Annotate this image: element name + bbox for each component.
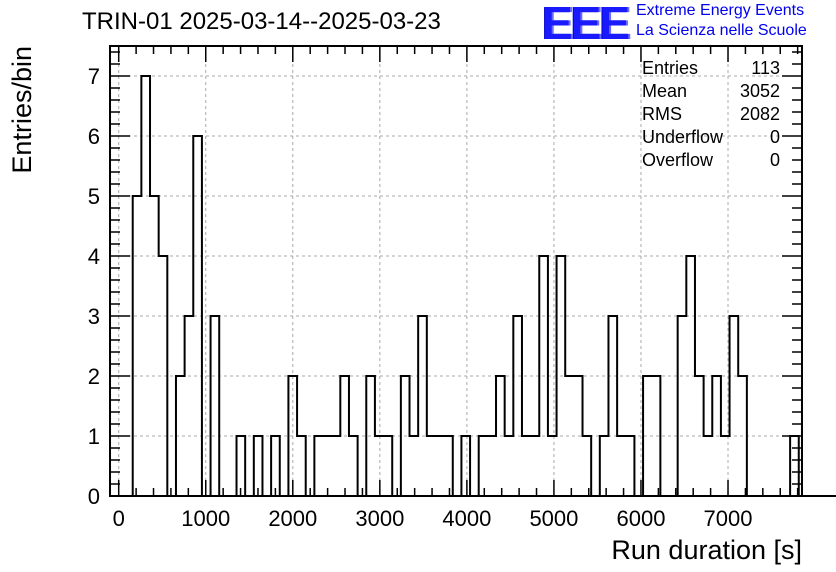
stat-row-rms: RMS 2082 [640, 104, 782, 127]
chart-title: TRIN-01 2025-03-14--2025-03-23 [82, 8, 441, 35]
stat-value: 2082 [739, 104, 780, 124]
x-tick-label: 5000 [529, 506, 578, 531]
x-tick-label: 3000 [355, 506, 404, 531]
x-tick-label: 2000 [268, 506, 317, 531]
stat-row-entries: Entries 113 [640, 58, 782, 81]
stats-box: Entries 113 Mean 3052 RMS 2082 Underflow… [640, 58, 782, 173]
eee-logo-mark: EEE [542, 0, 630, 49]
x-tick-label: 1000 [181, 506, 230, 531]
stat-label: Underflow [642, 127, 724, 147]
stat-label: Mean [642, 81, 688, 101]
stat-value: 0 [769, 127, 780, 147]
stat-value: 113 [751, 58, 780, 78]
y-tick-label: 6 [88, 124, 100, 149]
y-axis-label: Entries/bin [7, 46, 37, 174]
y-tick-label: 2 [88, 364, 100, 389]
logo-line-1: Extreme Energy Events [636, 2, 805, 19]
stat-label: RMS [642, 104, 682, 124]
stat-label: Overflow [642, 150, 714, 170]
axis-tick-labels: 0 1000 2000 3000 4000 5000 6000 7000 0 1 2 3 4 5 6 7 [88, 64, 753, 531]
stat-label: Entries [642, 58, 699, 78]
x-axis-label: Run duration [s] [611, 535, 802, 565]
axis-ticks [110, 46, 802, 497]
y-tick-label: 1 [88, 424, 100, 449]
logo-line-2: La Scienza nelle Scuole [636, 22, 807, 39]
y-tick-label: 0 [88, 484, 100, 509]
stat-value: 3052 [739, 81, 780, 101]
eee-logo: EEE Extreme Energy Events La Scienza nel… [540, 0, 836, 49]
x-tick-label: 4000 [442, 506, 491, 531]
stat-row-underflow: Underflow 0 [640, 127, 782, 150]
y-tick-label: 5 [88, 184, 100, 209]
stat-row-overflow: Overflow 0 [640, 150, 782, 173]
x-tick-label: 7000 [704, 506, 753, 531]
y-tick-label: 4 [88, 244, 100, 269]
y-tick-label: 3 [88, 304, 100, 329]
x-tick-label: 0 [113, 506, 125, 531]
stat-value: 0 [769, 150, 780, 170]
stat-row-mean: Mean 3052 [640, 81, 782, 104]
plot-frame [109, 45, 803, 497]
x-tick-label: 6000 [616, 506, 665, 531]
y-tick-label: 7 [88, 64, 100, 89]
